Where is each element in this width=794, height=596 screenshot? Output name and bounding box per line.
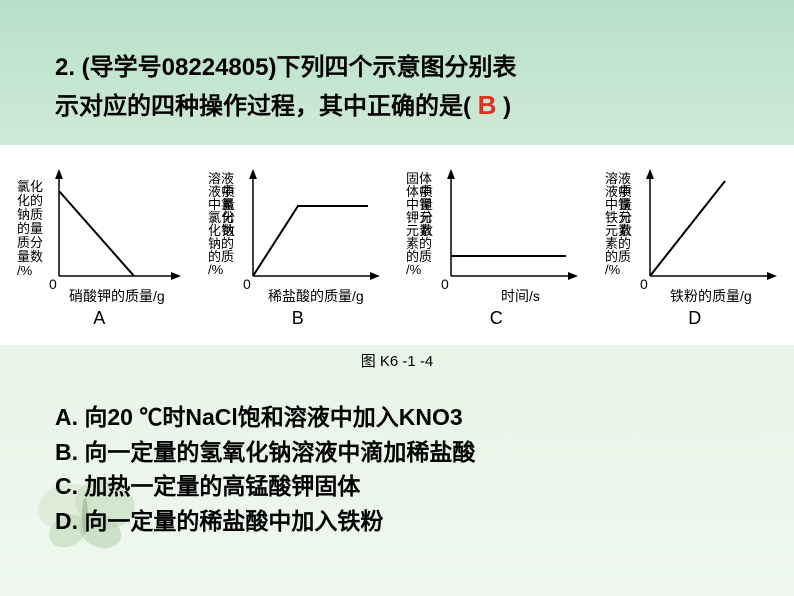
chart-D: 溶液 液中 中铁 铁元 元素 素的 的质 /% 质 量 分 数 xyxy=(596,161,794,329)
chart-C-origin: 0 xyxy=(441,276,449,292)
option-A: A. 向20 ℃时NaCl饱和溶液中加入KNO3 xyxy=(55,400,475,435)
chart-C-svg: 固体 体中 中钾 钾元 元素 素的 的质 /% 质 量 分 数 xyxy=(406,161,586,306)
option-D: D. 向一定量的稀盐酸中加入铁粉 xyxy=(55,504,475,539)
chart-B-svg: 溶液 液中 中氯 氯化 化钠 钠的 的质 /% 质 量 分 数 xyxy=(208,161,388,306)
chart-C: 固体 体中 中钾 钾元 元素 素的 的质 /% 质 量 分 数 xyxy=(397,161,596,329)
charts-row: 氯化 化的 钠质 的量 质分 量数 /% 0 硝酸钾的质量/g A 溶液 液中 … xyxy=(0,145,794,345)
chart-A-origin: 0 xyxy=(49,276,57,292)
question-line1: 2. (导学号08224805)下列四个示意图分别表 xyxy=(55,54,516,81)
chart-A: 氯化 化的 钠质 的量 质分 量数 /% 0 硝酸钾的质量/g A xyxy=(0,161,199,329)
figure-caption: 图 K6 -1 -4 xyxy=(0,350,794,371)
question-text: 2. (导学号08224805)下列四个示意图分别表 示对应的四种操作过程，其中… xyxy=(55,50,755,125)
question-line2b: ) xyxy=(503,93,511,120)
chart-D-origin: 0 xyxy=(640,276,648,292)
chart-D-xlabel: 铁粉的质量/g xyxy=(670,288,752,304)
chart-B-origin: 0 xyxy=(243,276,251,292)
chart-D-svg: 溶液 液中 中铁 铁元 元素 素的 的质 /% 质 量 分 数 xyxy=(605,161,785,306)
chart-B-xlabel: 稀盐酸的质量/g xyxy=(268,288,364,304)
chart-C-label: C xyxy=(490,308,503,329)
chart-A-svg: 氯化 化的 钠质 的量 质分 量数 /% 0 硝酸钾的质量/g xyxy=(9,161,189,306)
answer-letter: B xyxy=(478,90,497,120)
chart-A-xlabel: 硝酸钾的质量/g xyxy=(69,288,165,304)
chart-D-label: D xyxy=(688,308,701,329)
chart-B: 溶液 液中 中氯 氯化 化钠 钠的 的质 /% 质 量 分 数 xyxy=(199,161,398,329)
option-B: B. 向一定量的氢氧化钠溶液中滴加稀盐酸 xyxy=(55,435,475,470)
question-line2a: 示对应的四种操作过程，其中正确的是( xyxy=(55,93,471,120)
chart-C-xlabel: 时间/s xyxy=(501,288,540,304)
chart-B-label: B xyxy=(292,308,304,329)
chart-A-ylabel: 氯化 化的 钠质 的量 质分 量数 /% xyxy=(17,179,47,278)
option-C: C. 加热一定量的高锰酸钾固体 xyxy=(55,469,475,504)
options-block: A. 向20 ℃时NaCl饱和溶液中加入KNO3 B. 向一定量的氢氧化钠溶液中… xyxy=(55,400,475,538)
chart-A-label: A xyxy=(93,308,105,329)
